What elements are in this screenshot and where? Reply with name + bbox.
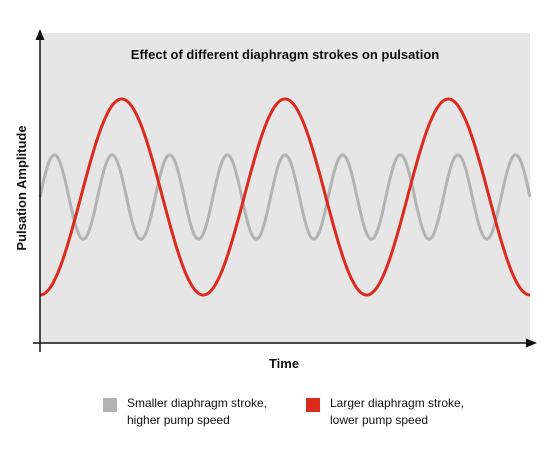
x-axis-arrow-icon bbox=[526, 338, 537, 348]
series-line-larger-stroke bbox=[39, 97, 531, 297]
legend-item-larger-stroke: Larger diaphragm stroke, lower pump spee… bbox=[306, 395, 505, 429]
legend-swatch-gray bbox=[103, 398, 117, 412]
y-axis-arrow-icon bbox=[35, 29, 45, 40]
legend-label-larger-stroke: Larger diaphragm stroke, lower pump spee… bbox=[330, 395, 505, 429]
series-line-smaller-stroke bbox=[38, 153, 532, 241]
chart-title: Effect of different diaphragm strokes on… bbox=[131, 47, 439, 62]
plot-area bbox=[40, 33, 530, 343]
legend-label-line: Larger diaphragm stroke, bbox=[330, 396, 465, 410]
legend-label-line: lower pump speed bbox=[330, 413, 429, 427]
legend-label-line: Smaller diaphragm stroke, bbox=[127, 396, 268, 410]
y-axis-label: Pulsation Amplitude bbox=[14, 125, 29, 250]
x-axis-label: Time bbox=[269, 356, 299, 371]
legend-item-smaller-stroke: Smaller diaphragm stroke, higher pump sp… bbox=[103, 395, 302, 429]
series-layer bbox=[38, 97, 532, 297]
legend-swatch-red bbox=[306, 398, 320, 412]
legend-label-smaller-stroke: Smaller diaphragm stroke, higher pump sp… bbox=[127, 395, 302, 429]
legend-label-line: higher pump speed bbox=[127, 413, 230, 427]
